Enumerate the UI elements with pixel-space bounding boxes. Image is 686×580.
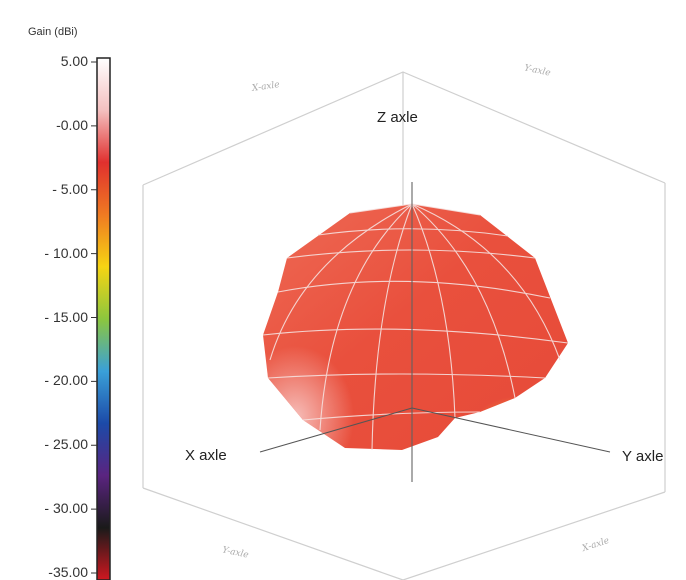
colorbar [96,57,111,580]
colorbar-title: Gain (dBi) [28,26,78,38]
x-axis-line [259,407,413,453]
mesh-meridian-6 [411,203,561,361]
x-axis-label: X axle [185,447,227,464]
y-axis-line [411,407,611,453]
z-axis-label: Z axle [377,109,418,126]
mesh-ring-3 [286,249,536,259]
mesh-meridian-4 [411,203,456,419]
colorbar-ticks [91,61,97,574]
surface-highlight [263,320,370,450]
colorbar-tick-label: - 30.00 [44,500,88,517]
mesh-meridian-2 [319,203,413,431]
colorbar-tick-label: - 10.00 [44,244,88,261]
y-axis-label: Y axle [622,448,664,465]
colorbar-tick-label: 5.00 [60,53,88,69]
colorbar-tick-label: - 15.00 [44,308,88,325]
colorbar-tick-label: -35.00 [48,564,88,580]
colorbar-tick-label: - 20.00 [44,372,88,389]
surface-shade [438,372,545,437]
gain-surface [263,204,568,450]
mesh-ring-4 [277,280,551,299]
colorbar-tick-label: - 5.00 [52,180,88,197]
mesh-ring-5 [262,328,569,344]
box-top-back-edge [142,71,666,186]
mesh-ring-6 [267,373,546,379]
box-bottom-front-edge [142,487,666,580]
colorbar-tick-label: -0.00 [56,116,88,133]
colorbar-tick-label: - 25.00 [44,436,88,453]
coordinate-axes [259,182,611,482]
mesh-meridian-5 [411,203,516,399]
mesh-meridian-1 [371,203,413,451]
mesh-meridian-3 [269,203,413,361]
